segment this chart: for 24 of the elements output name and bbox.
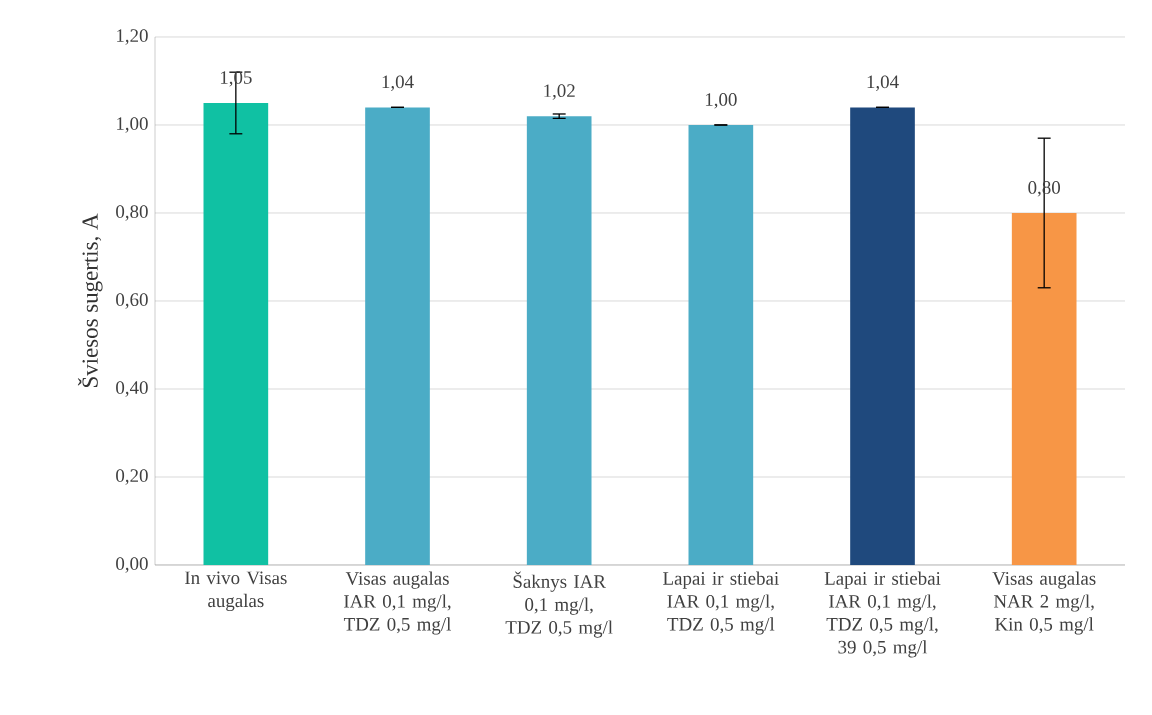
- data-label: 1,00: [705, 93, 737, 109]
- bar: [203, 102, 269, 565]
- y-tick-label: 0,80: [116, 205, 148, 221]
- x-tick-label: In vivo Visas augalas: [185, 571, 287, 612]
- x-tick-label: Lapai ir stiebai IAR 0,1 mg/l, TDZ 0,5 mg/l, 39 0,5 mg/l: [824, 571, 941, 658]
- y-tick-label: 0,20: [116, 469, 148, 485]
- y-tick-label: 1,20: [117, 29, 148, 45]
- data-label: 1,04: [867, 75, 899, 91]
- bar: [526, 116, 592, 565]
- bar: [688, 124, 754, 565]
- x-tick-label: Visas augalas NAR 2 mg/l, Kin 0,5 mg/l: [992, 571, 1096, 635]
- data-label: 1,02: [544, 84, 575, 100]
- bar: [850, 107, 915, 565]
- y-tick-label: 0,00: [116, 557, 148, 573]
- y-axis-title: Šviesos sugertis, A: [77, 213, 103, 387]
- bar: [1011, 212, 1077, 565]
- data-label: 1,04: [382, 75, 414, 91]
- bar: [365, 107, 430, 565]
- y-tick-label: 0,40: [116, 381, 148, 397]
- x-tick-label: Lapai ir stiebai IAR 0,1 mg/l, TDZ 0,5 mg/l: [663, 571, 779, 635]
- y-tick-label: 1,00: [117, 117, 148, 133]
- x-tick-label: Šaknys IAR 0,1 mg/l, TDZ 0,5 mg/l: [505, 571, 613, 638]
- x-tick-label: Visas augalas IAR 0,1 mg/l, TDZ 0,5 mg/l: [343, 571, 452, 635]
- y-tick-label: 0,60: [116, 293, 148, 309]
